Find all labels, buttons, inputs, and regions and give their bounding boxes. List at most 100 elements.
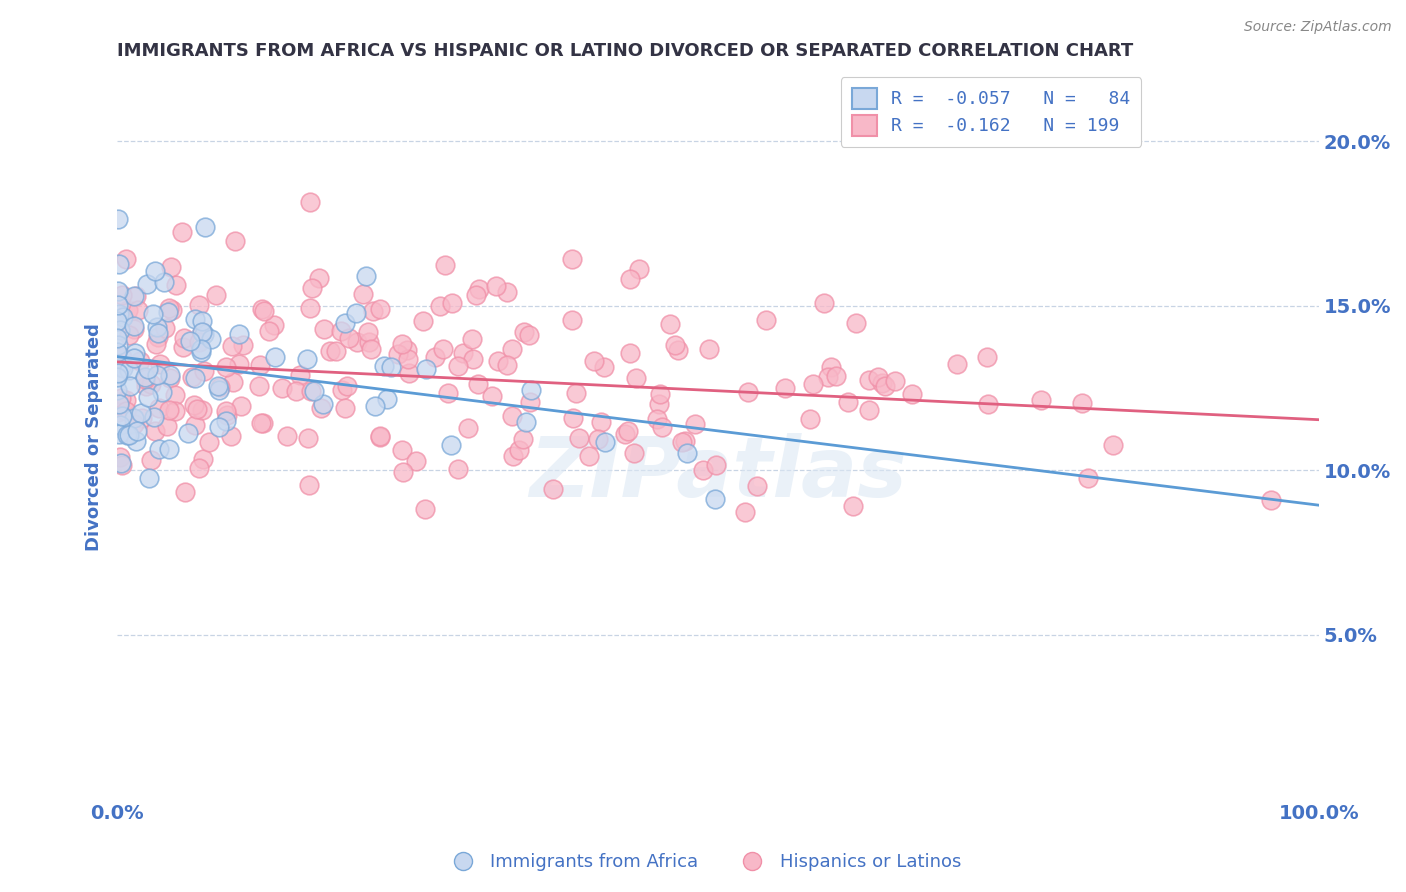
Point xyxy=(153,321,176,335)
Point xyxy=(447,461,470,475)
Point xyxy=(153,275,176,289)
Y-axis label: Divorced or Separated: Divorced or Separated xyxy=(86,324,103,551)
Point xyxy=(664,338,686,352)
Point xyxy=(380,359,402,374)
Point xyxy=(883,375,905,389)
Point xyxy=(193,326,215,341)
Point xyxy=(163,404,186,418)
Point xyxy=(107,285,129,299)
Point xyxy=(198,434,221,449)
Point xyxy=(363,304,385,318)
Point xyxy=(813,296,835,310)
Point xyxy=(432,343,454,357)
Point xyxy=(208,380,231,394)
Point xyxy=(224,234,246,248)
Point xyxy=(565,385,588,400)
Point xyxy=(247,379,270,393)
Point xyxy=(146,320,169,334)
Point xyxy=(515,415,537,429)
Point xyxy=(105,330,128,344)
Point xyxy=(336,379,359,393)
Point xyxy=(271,381,294,395)
Point xyxy=(391,337,413,351)
Point xyxy=(405,454,427,468)
Point xyxy=(488,353,510,368)
Point xyxy=(221,339,243,353)
Point xyxy=(335,316,357,330)
Point xyxy=(773,382,796,396)
Point xyxy=(117,428,139,442)
Point xyxy=(115,404,138,418)
Point xyxy=(276,428,298,442)
Point xyxy=(623,446,645,460)
Point xyxy=(368,301,391,316)
Point xyxy=(149,358,172,372)
Point xyxy=(288,368,311,382)
Point xyxy=(457,421,479,435)
Point xyxy=(215,404,238,418)
Point xyxy=(179,334,201,349)
Point xyxy=(228,357,250,371)
Point xyxy=(159,371,181,385)
Point xyxy=(820,359,842,374)
Point xyxy=(737,384,759,399)
Point xyxy=(122,318,145,333)
Point xyxy=(188,298,211,312)
Point xyxy=(252,417,274,431)
Point xyxy=(391,465,413,479)
Point xyxy=(628,261,651,276)
Point xyxy=(186,402,208,417)
Point xyxy=(263,350,285,364)
Point xyxy=(467,377,489,392)
Point xyxy=(651,420,673,434)
Point xyxy=(873,378,896,392)
Point xyxy=(231,399,253,413)
Point xyxy=(159,260,181,275)
Point xyxy=(187,335,209,350)
Point xyxy=(447,359,470,373)
Point xyxy=(842,499,865,513)
Text: ZIPatlas: ZIPatlas xyxy=(529,434,907,514)
Point xyxy=(697,343,720,357)
Point xyxy=(190,326,212,340)
Point xyxy=(131,411,153,425)
Point xyxy=(692,463,714,477)
Point xyxy=(139,453,162,467)
Point xyxy=(208,420,231,434)
Text: IMMIGRANTS FROM AFRICA VS HISPANIC OR LATINO DIVORCED OR SEPARATED CORRELATION C: IMMIGRANTS FROM AFRICA VS HISPANIC OR LA… xyxy=(117,42,1133,60)
Point xyxy=(648,387,671,401)
Point xyxy=(117,428,139,442)
Point xyxy=(184,417,207,432)
Point xyxy=(232,337,254,351)
Point xyxy=(375,392,398,407)
Point xyxy=(423,350,446,364)
Point xyxy=(107,427,129,442)
Point xyxy=(107,212,129,227)
Point xyxy=(172,226,194,240)
Point xyxy=(308,271,330,285)
Point xyxy=(228,326,250,341)
Point xyxy=(901,387,924,401)
Point xyxy=(129,406,152,420)
Point xyxy=(481,389,503,403)
Point xyxy=(451,346,474,360)
Point xyxy=(157,442,180,457)
Point xyxy=(191,326,214,340)
Point xyxy=(676,446,699,460)
Point xyxy=(285,384,308,398)
Point xyxy=(200,332,222,346)
Point xyxy=(263,318,285,332)
Point xyxy=(122,322,145,336)
Point xyxy=(122,417,145,431)
Point xyxy=(136,390,159,404)
Point xyxy=(301,281,323,295)
Point xyxy=(495,285,517,300)
Point xyxy=(181,370,204,384)
Point xyxy=(183,371,205,385)
Point xyxy=(666,343,689,357)
Point xyxy=(222,375,245,389)
Point xyxy=(108,323,131,337)
Point xyxy=(110,359,132,374)
Point xyxy=(734,505,756,519)
Point xyxy=(110,458,132,472)
